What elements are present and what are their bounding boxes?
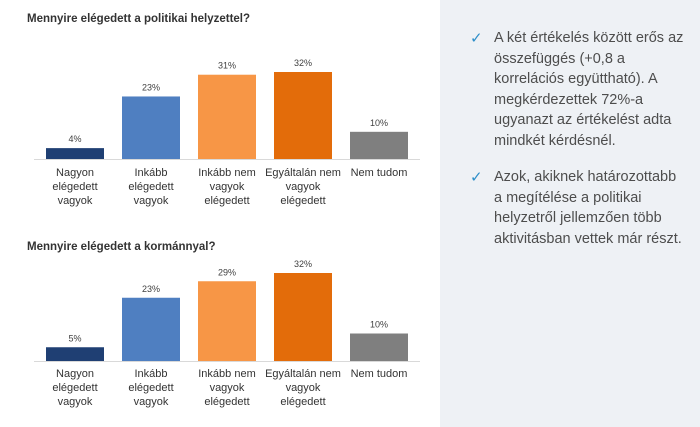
charts-panel: Mennyire elégedett a politikai helyzette… <box>27 13 420 408</box>
data-label: 5% <box>68 333 81 343</box>
data-label: 10% <box>370 320 388 330</box>
category-label: elégedett <box>280 396 325 408</box>
category-label: Nagyon <box>56 368 94 380</box>
bullet-text: A két értékelés között erős az összefügg… <box>494 30 684 149</box>
category-label: elégedett <box>204 195 249 207</box>
category-label: Nem tudom <box>351 167 408 179</box>
bar <box>122 297 180 361</box>
chart-title-1: Mennyire elégedett a politikai helyzette… <box>27 13 251 25</box>
summary-panel <box>440 0 700 427</box>
category-label: vagyok <box>210 181 245 193</box>
chart-kormany: 5% Nagyon elégedett vagyok 23% Inkább elégedet… <box>34 259 420 408</box>
category-label: elégedett <box>204 396 249 408</box>
category-label: elégedett <box>128 382 173 394</box>
category-label: vagyok <box>58 396 93 408</box>
bar <box>350 131 408 159</box>
category-label: vagyok <box>134 195 169 207</box>
data-label: 29% <box>218 267 236 277</box>
chart-title-2: Mennyire elégedett a kormánnyal? <box>27 241 216 253</box>
category-label: vagyok <box>58 195 93 207</box>
data-label: 10% <box>370 118 388 128</box>
bar <box>46 148 104 159</box>
bullet-item: ✓ A két értékelés között erős az összefü… <box>468 28 688 151</box>
bar <box>274 72 332 159</box>
category-label: Inkább <box>134 368 167 380</box>
category-label: Inkább nem <box>198 368 255 380</box>
category-label: elégedett <box>128 181 173 193</box>
category-label: vagyok <box>134 396 169 408</box>
bullet-text: Azok, akiknek határozottabb a megítélése… <box>494 169 682 247</box>
chart-politikai-helyzet: 4% Nagyon elégedett vagyok 23% Inkább elégedet… <box>34 58 420 207</box>
bullet-list: ✓ A két értékelés között erős az összefü… <box>468 28 688 249</box>
category-label: Nem tudom <box>351 368 408 380</box>
data-label: 32% <box>294 58 312 68</box>
data-label: 32% <box>294 259 312 269</box>
data-label: 31% <box>218 61 236 71</box>
category-label: vagyok <box>286 181 321 193</box>
category-label: elégedett <box>52 382 97 394</box>
check-icon: ✓ <box>470 168 483 186</box>
bar <box>198 281 256 361</box>
bar <box>46 347 104 361</box>
category-label: vagyok <box>210 382 245 394</box>
category-label: vagyok <box>286 382 321 394</box>
category-label: Egyáltalán nem <box>265 368 341 380</box>
bullet-item: ✓ Azok, akiknek határozottabb a megítélé… <box>468 167 688 249</box>
bar <box>274 273 332 361</box>
category-label: Inkább nem <box>198 167 255 179</box>
bar <box>198 74 256 159</box>
category-label: Inkább <box>134 167 167 179</box>
data-label: 23% <box>142 284 160 294</box>
data-label: 4% <box>68 134 81 144</box>
category-label: elégedett <box>52 181 97 193</box>
category-label: Nagyon <box>56 167 94 179</box>
check-icon: ✓ <box>470 29 483 47</box>
category-label: elégedett <box>280 195 325 207</box>
bar <box>122 96 180 159</box>
category-label: Egyáltalán nem <box>265 167 341 179</box>
data-label: 23% <box>142 82 160 92</box>
bar <box>350 333 408 361</box>
